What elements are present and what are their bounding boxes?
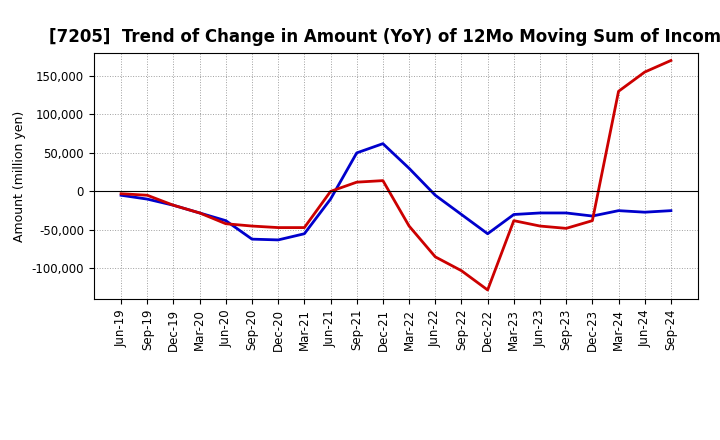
Line: Ordinary Income: Ordinary Income bbox=[121, 143, 671, 240]
Ordinary Income bbox=[379, 141, 387, 146]
Net Income bbox=[300, 225, 309, 230]
Net Income bbox=[457, 268, 466, 273]
Net Income bbox=[588, 218, 597, 224]
Net Income bbox=[169, 202, 178, 208]
Ordinary Income bbox=[510, 212, 518, 217]
Net Income bbox=[640, 70, 649, 75]
Net Income bbox=[143, 193, 152, 198]
Net Income bbox=[379, 178, 387, 183]
Net Income bbox=[667, 58, 675, 63]
Net Income bbox=[326, 189, 335, 194]
Title: [7205]  Trend of Change in Amount (YoY) of 12Mo Moving Sum of Incomes: [7205] Trend of Change in Amount (YoY) o… bbox=[49, 28, 720, 46]
Ordinary Income bbox=[300, 231, 309, 236]
Net Income bbox=[248, 224, 256, 229]
Ordinary Income bbox=[457, 212, 466, 217]
Ordinary Income bbox=[405, 165, 413, 171]
Net Income bbox=[614, 88, 623, 94]
Net Income bbox=[510, 218, 518, 224]
Ordinary Income bbox=[222, 218, 230, 224]
Net Income bbox=[352, 180, 361, 185]
Ordinary Income bbox=[667, 208, 675, 213]
Ordinary Income bbox=[143, 196, 152, 202]
Ordinary Income bbox=[248, 237, 256, 242]
Ordinary Income bbox=[614, 208, 623, 213]
Net Income bbox=[195, 210, 204, 216]
Ordinary Income bbox=[352, 150, 361, 156]
Ordinary Income bbox=[169, 202, 178, 208]
Ordinary Income bbox=[195, 210, 204, 216]
Ordinary Income bbox=[588, 213, 597, 219]
Ordinary Income bbox=[640, 209, 649, 215]
Ordinary Income bbox=[431, 193, 440, 198]
Line: Net Income: Net Income bbox=[121, 60, 671, 290]
Ordinary Income bbox=[562, 210, 570, 216]
Net Income bbox=[222, 221, 230, 226]
Net Income bbox=[536, 224, 544, 229]
Ordinary Income bbox=[117, 193, 125, 198]
Net Income bbox=[562, 226, 570, 231]
Net Income bbox=[274, 225, 282, 230]
Ordinary Income bbox=[274, 237, 282, 242]
Ordinary Income bbox=[326, 196, 335, 202]
Net Income bbox=[117, 191, 125, 196]
Net Income bbox=[405, 224, 413, 229]
Ordinary Income bbox=[483, 231, 492, 236]
Net Income bbox=[483, 287, 492, 293]
Net Income bbox=[431, 254, 440, 260]
Y-axis label: Amount (million yen): Amount (million yen) bbox=[13, 110, 26, 242]
Ordinary Income bbox=[536, 210, 544, 216]
